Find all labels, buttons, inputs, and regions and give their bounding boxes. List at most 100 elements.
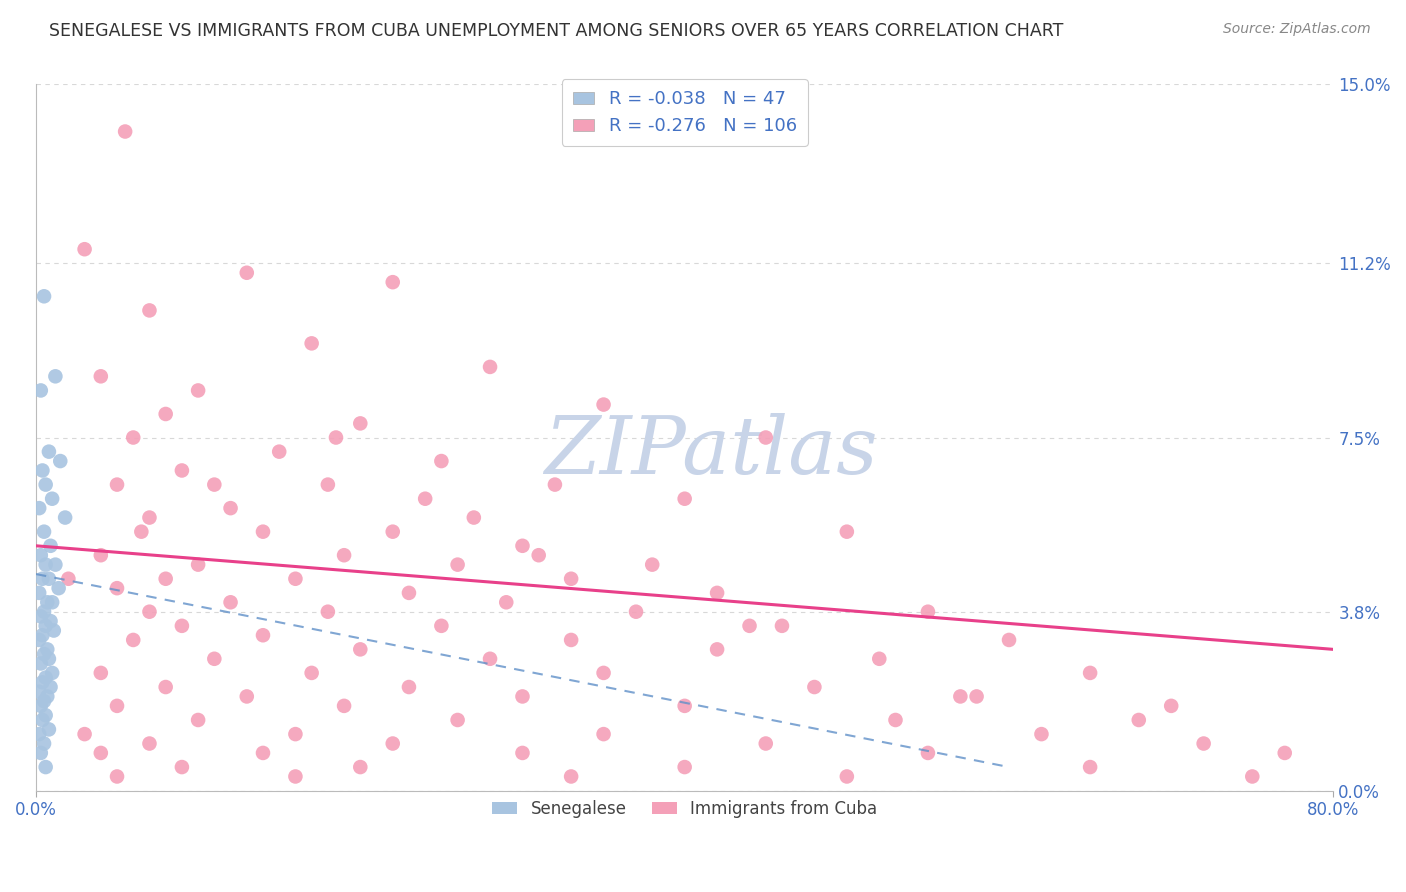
Point (706, 642, 728, 657)
Point (37, 642, 59, 657)
Point (495, 595, 517, 609)
Point (333, 548, 356, 562)
Point (58, 572, 80, 586)
Point (187, 558, 209, 572)
Point (641, 558, 664, 572)
Point (38, 572, 60, 586)
Point (39, 614, 62, 628)
Point (28, 586, 51, 600)
Point (560, 572, 582, 586)
Point (592, 727, 614, 741)
Point (28, 501, 51, 516)
Point (30, 746, 52, 760)
Point (755, 430, 778, 444)
Point (770, 619, 793, 633)
Point (949, 690, 972, 704)
Point (34, 619, 56, 633)
Point (31, 675, 53, 690)
Text: ZIPatlas: ZIPatlas (544, 413, 877, 491)
Point (1241, 769, 1264, 783)
Point (44, 558, 66, 572)
Point (202, 477, 225, 491)
Text: Source: ZipAtlas.com: Source: ZipAtlas.com (1223, 22, 1371, 37)
Point (170, 463, 193, 477)
Point (479, 359, 502, 374)
Point (105, 581, 128, 595)
Point (381, 275, 404, 289)
Point (138, 737, 160, 751)
Point (90, 548, 112, 562)
Point (835, 769, 858, 783)
Point (42, 624, 65, 638)
Point (284, 727, 307, 741)
Point (53, 510, 76, 524)
Point (32, 524, 55, 539)
Point (673, 491, 696, 506)
Point (738, 619, 761, 633)
Point (284, 769, 307, 783)
Point (170, 760, 193, 774)
Point (39, 680, 62, 694)
Point (28, 632, 51, 647)
Point (28, 684, 51, 698)
Point (73, 242, 96, 256)
Point (39, 539, 62, 553)
Point (30, 657, 52, 671)
Point (219, 595, 242, 609)
Point (252, 524, 274, 539)
Point (122, 430, 145, 444)
Point (592, 398, 614, 412)
Point (560, 769, 582, 783)
Point (114, 124, 136, 138)
Point (131, 524, 153, 539)
Point (446, 713, 468, 727)
Point (413, 491, 436, 506)
Point (105, 769, 128, 783)
Point (105, 698, 128, 713)
Point (202, 652, 225, 666)
Point (155, 572, 177, 586)
Point (1078, 665, 1101, 680)
Point (37, 595, 59, 609)
Point (398, 586, 420, 600)
Point (187, 713, 209, 727)
Point (446, 558, 468, 572)
Point (49, 454, 72, 468)
Point (673, 760, 696, 774)
Point (673, 698, 696, 713)
Point (868, 652, 890, 666)
Point (236, 690, 259, 704)
Point (325, 430, 347, 444)
Point (917, 746, 939, 760)
Point (706, 586, 728, 600)
Point (31, 572, 53, 586)
Point (138, 303, 160, 318)
Point (34, 708, 56, 723)
Point (479, 652, 502, 666)
Legend: Senegalese, Immigrants from Cuba: Senegalese, Immigrants from Cuba (485, 793, 884, 824)
Point (592, 665, 614, 680)
Point (544, 477, 567, 491)
Point (32, 289, 55, 303)
Point (30, 609, 52, 624)
Point (41, 665, 63, 680)
Point (90, 369, 112, 384)
Point (1274, 746, 1296, 760)
Point (30, 384, 52, 398)
Point (31, 713, 53, 727)
Point (37, 690, 59, 704)
Point (41, 595, 63, 609)
Point (884, 713, 907, 727)
Point (1128, 713, 1150, 727)
Point (48, 581, 70, 595)
Point (41, 491, 63, 506)
Point (32, 737, 55, 751)
Point (316, 605, 339, 619)
Point (32, 647, 55, 661)
Point (44, 369, 66, 384)
Point (38, 444, 60, 458)
Point (1078, 760, 1101, 774)
Point (31, 628, 53, 642)
Point (624, 605, 647, 619)
Point (30, 548, 52, 562)
